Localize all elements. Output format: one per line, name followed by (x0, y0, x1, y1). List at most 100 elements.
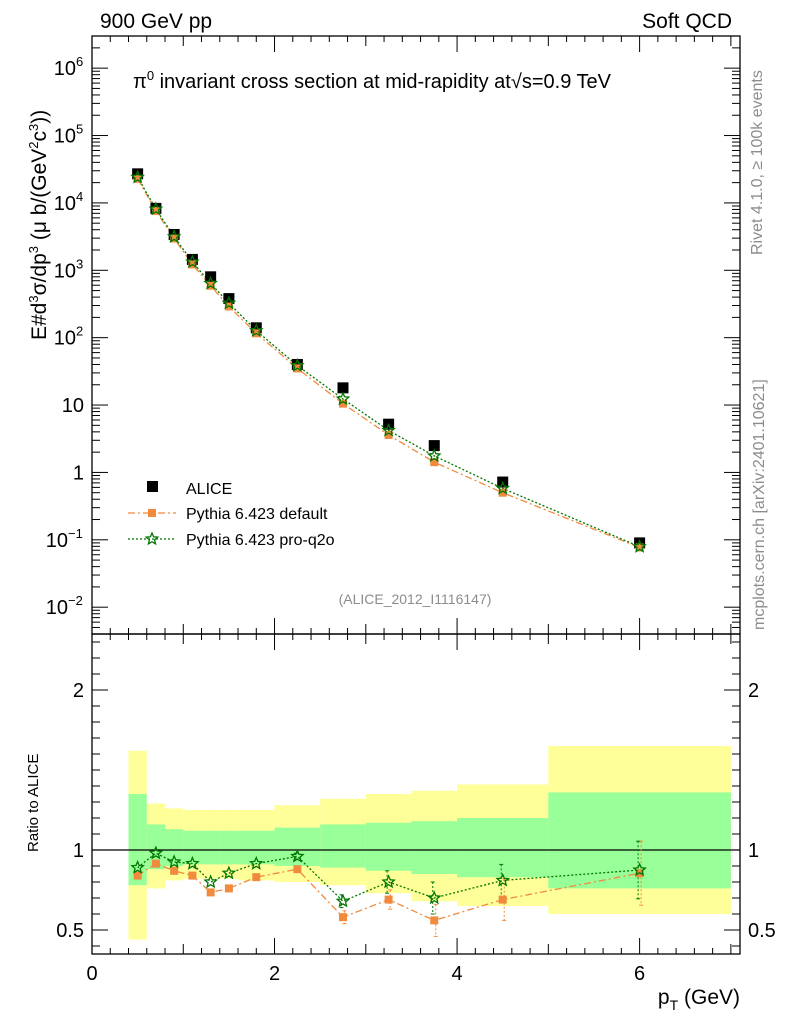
legend-label-alice: ALICE (186, 481, 232, 498)
main-y-tick-exponent: 3 (76, 256, 83, 271)
main-y-tick-label: 10 (54, 126, 76, 148)
alice-point (428, 440, 440, 452)
ratio-default-point (133, 871, 142, 880)
ratio-proq2o-point (335, 893, 351, 908)
main-y-tick-exponent: 2 (76, 324, 83, 339)
mcplots-label: mcplots.cern.ch [arXiv:2401.10621] (751, 379, 768, 630)
ratio-y-tick-label: 2 (73, 680, 84, 702)
proq2o-point (632, 539, 647, 553)
main-y-tick-exponent: 6 (76, 54, 83, 69)
x-tick-label: 6 (634, 963, 645, 985)
ratio-y-tick-label: 0.5 (56, 920, 84, 942)
green-band-bin (411, 821, 458, 874)
ratio-proq2o-point (130, 859, 145, 874)
default-point (151, 206, 160, 215)
green-band-bin (128, 794, 147, 886)
main-y-tick-label: 10 (62, 395, 84, 417)
title-sqrt: √s (511, 71, 532, 93)
ratio-default-point (498, 895, 507, 904)
ratio-default-point (293, 865, 302, 874)
x-tick-label: 4 (452, 963, 463, 985)
legend-label-proq2o: Pythia 6.423 pro-q2o (186, 532, 335, 549)
proq2o-point (166, 229, 182, 243)
main-y-tick-exponent: 5 (76, 122, 83, 137)
proq2o-point (185, 254, 200, 269)
ratio-proq2o-point (203, 874, 218, 889)
title-suffix: =0.9 TeV (532, 71, 612, 93)
x-axis-label: pT (GeV) (658, 986, 740, 1013)
legend-label-default: Pythia 6.423 default (186, 506, 328, 523)
x-label-unit: (GeV) (678, 986, 740, 1009)
proq2o-point (290, 357, 305, 372)
proq2o-point (248, 322, 264, 337)
proq2o-point (381, 422, 396, 437)
main-y-tick-label: 10 (54, 193, 76, 215)
ratio-proq2o-point (381, 874, 396, 889)
proq2o-point (148, 201, 164, 216)
alice-point (132, 168, 144, 180)
main-y-tick-label: 1 (73, 462, 84, 484)
x-tick-label: 0 (86, 963, 97, 985)
main-y-tick-exponent: −1 (68, 526, 83, 541)
green-band-bin (219, 830, 239, 865)
ratio-x-ticks: 0 2 4 6 (86, 634, 732, 985)
alice-point (634, 537, 646, 549)
alice-point (186, 253, 198, 265)
default-point (133, 174, 142, 183)
ratio-default-point (430, 916, 439, 925)
main-title: π0 invariant cross section at mid-rapidi… (133, 68, 612, 93)
legend-marker-default (148, 509, 156, 517)
ratio-proq2o-point (248, 855, 264, 870)
ratio-y-ticks: 0.5 0.5 1 1 2 2 (56, 641, 776, 947)
main-y-tick-label: 10 (54, 328, 76, 350)
default-point (384, 430, 393, 439)
green-band-bin (238, 830, 275, 865)
ratio-default-point (188, 871, 197, 880)
main-series (130, 168, 647, 553)
green-band-bin (365, 822, 412, 871)
x-label-p: p (658, 986, 670, 1009)
proq2o-point (335, 391, 351, 406)
green-band-bin (165, 829, 184, 866)
proq2o-point (426, 448, 442, 463)
main-y-tick-label: 10 (46, 530, 68, 552)
ratio-frame (91, 633, 741, 955)
ratio-default-point (170, 866, 179, 875)
ratio-default-point (384, 895, 393, 904)
main-y-tick-label: 10 (54, 260, 76, 282)
ratio-y-tick-label: 1 (73, 840, 84, 862)
ratio-y-tick-label-right: 0.5 (748, 920, 776, 942)
main-x-ticks (91, 36, 732, 634)
alice-point (250, 322, 262, 334)
analysis-watermark: (ALICE_2012_I1116147) (339, 591, 492, 607)
legend-marker-proq2o (144, 531, 160, 546)
main-y-axis-label: E#d3σ/dp3 (μ b/(GeV2c3)) (26, 110, 51, 340)
main-y-tick-label: 10 (46, 597, 68, 619)
proq2o-point (495, 480, 511, 495)
title-mid: invariant cross section at mid-rapidity … (154, 71, 511, 93)
default-point (635, 543, 644, 552)
ratio-proq2o-point (632, 862, 647, 877)
main-y-tick-label: 10 (54, 58, 76, 80)
legend-marker-alice (147, 481, 158, 492)
ratio-proq2o-line (137, 852, 640, 902)
rivet-label: Rivet 4.1.0, ≥ 100k events (749, 70, 766, 255)
ratio-proq2o-point (221, 865, 237, 880)
ratio-uncertainty-bands (128, 746, 731, 940)
ratio-series (130, 840, 647, 937)
default-point (170, 234, 179, 243)
ratio-proq2o-point (148, 845, 164, 860)
ratio-default-point (224, 884, 233, 893)
green-band-bin (320, 824, 366, 868)
header-right: Soft QCD (642, 10, 732, 33)
ratio-proq2o-point (166, 854, 182, 869)
x-label-sub: T (670, 997, 679, 1013)
default-point (338, 399, 347, 408)
ratio-default-point (151, 859, 160, 868)
ratio-panel: 0 2 4 6 0.5 0.5 1 1 2 2 Ratio to ALICE pT (GeV) (25, 633, 776, 1013)
default-point (498, 488, 507, 497)
main-y-tick-exponent: 4 (76, 189, 83, 204)
ratio-proq2o-point (495, 872, 511, 887)
legend: ALICE Pythia 6.423 default Pythia 6.423 … (128, 481, 335, 549)
